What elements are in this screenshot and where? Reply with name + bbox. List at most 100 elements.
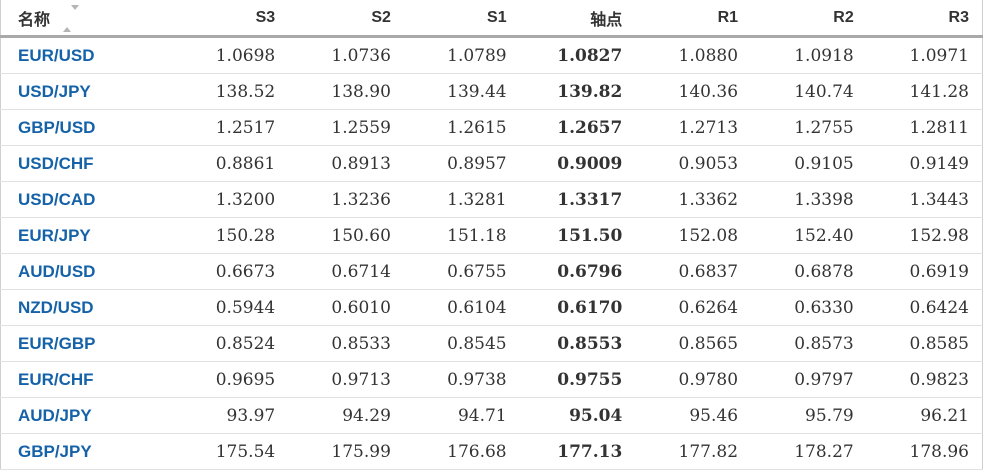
r2-value: 152.40 bbox=[751, 217, 867, 254]
pivot-value: 0.6796 bbox=[519, 253, 636, 290]
r3-value: 1.0971 bbox=[866, 36, 983, 74]
pivot-value: 0.6170 bbox=[519, 289, 636, 326]
r2-value: 1.0918 bbox=[751, 36, 867, 74]
s1-value: 0.9738 bbox=[403, 361, 520, 398]
s1-value: 0.6755 bbox=[403, 253, 520, 290]
pivot-value: 139.82 bbox=[519, 73, 636, 110]
s1-value: 0.8957 bbox=[403, 145, 520, 182]
pair-link[interactable]: AUD/USD bbox=[0, 253, 173, 290]
s1-value: 0.8545 bbox=[403, 325, 520, 362]
pair-link[interactable]: AUD/JPY bbox=[0, 397, 173, 434]
table-row: AUD/USD 0.6673 0.6714 0.6755 0.6796 0.6837 0.6… bbox=[0, 253, 983, 290]
s2-value: 1.2559 bbox=[288, 109, 404, 146]
column-header-s2[interactable]: S2 bbox=[288, 0, 404, 38]
r1-value: 1.0880 bbox=[635, 36, 752, 74]
s3-value: 175.54 bbox=[172, 433, 289, 470]
r1-value: 0.6837 bbox=[635, 253, 752, 290]
s1-value: 1.2615 bbox=[403, 109, 520, 146]
r3-value: 96.21 bbox=[866, 397, 983, 434]
pair-link[interactable]: USD/CAD bbox=[0, 181, 173, 218]
column-header-name-label: 名称 bbox=[18, 11, 51, 29]
r2-value: 1.2755 bbox=[751, 109, 867, 146]
pair-link[interactable]: EUR/JPY bbox=[0, 217, 173, 254]
column-header-pivot[interactable]: 轴点 bbox=[519, 0, 636, 38]
s3-value: 0.5944 bbox=[172, 289, 289, 326]
pair-link[interactable]: EUR/GBP bbox=[0, 325, 173, 362]
pivot-value: 95.04 bbox=[519, 397, 636, 434]
s1-value: 176.68 bbox=[403, 433, 520, 470]
column-header-r1[interactable]: R1 bbox=[635, 0, 752, 38]
pair-link[interactable]: EUR/CHF bbox=[0, 361, 173, 398]
table-row: USD/CAD 1.3200 1.3236 1.3281 1.3317 1.3362 1.3… bbox=[0, 181, 983, 218]
table-row: EUR/GBP 0.8524 0.8533 0.8545 0.8553 0.8565 0.8… bbox=[0, 325, 983, 362]
r2-value: 178.27 bbox=[751, 433, 867, 470]
pair-link[interactable]: USD/JPY bbox=[0, 73, 173, 110]
table-row: USD/JPY 138.52 138.90 139.44 139.82 140.36 140… bbox=[0, 73, 983, 110]
r3-value: 141.28 bbox=[866, 73, 983, 110]
s3-value: 0.9695 bbox=[172, 361, 289, 398]
s1-value: 0.6104 bbox=[403, 289, 520, 326]
pair-link[interactable]: NZD/USD bbox=[0, 289, 173, 326]
r2-value: 1.3398 bbox=[751, 181, 867, 218]
column-header-s3[interactable]: S3 bbox=[172, 0, 289, 38]
r1-value: 152.08 bbox=[635, 217, 752, 254]
table-row: GBP/USD 1.2517 1.2559 1.2615 1.2657 1.2713 1.2… bbox=[0, 109, 983, 146]
r3-value: 152.98 bbox=[866, 217, 983, 254]
s1-value: 94.71 bbox=[403, 397, 520, 434]
r1-value: 1.2713 bbox=[635, 109, 752, 146]
s1-value: 151.18 bbox=[403, 217, 520, 254]
r3-value: 0.8585 bbox=[866, 325, 983, 362]
pivot-value: 177.13 bbox=[519, 433, 636, 470]
column-header-r3[interactable]: R3 bbox=[866, 0, 983, 38]
sort-down-arrow-icon bbox=[71, 4, 80, 27]
s1-value: 1.3281 bbox=[403, 181, 520, 218]
pair-link[interactable]: GBP/JPY bbox=[0, 433, 173, 470]
s3-value: 150.28 bbox=[172, 217, 289, 254]
table-row: GBP/JPY 175.54 175.99 176.68 177.13 177.82 178… bbox=[0, 433, 983, 470]
r2-value: 0.6330 bbox=[751, 289, 867, 326]
r1-value: 0.6264 bbox=[635, 289, 752, 326]
r3-value: 1.3443 bbox=[866, 181, 983, 218]
r3-value: 0.9823 bbox=[866, 361, 983, 398]
r1-value: 177.82 bbox=[635, 433, 752, 470]
s2-value: 138.90 bbox=[288, 73, 404, 110]
s2-value: 0.6010 bbox=[288, 289, 404, 326]
s3-value: 93.97 bbox=[172, 397, 289, 434]
table-row: AUD/JPY 93.97 94.29 94.71 95.04 95.46 95.79 96.… bbox=[0, 397, 983, 434]
s2-value: 0.8533 bbox=[288, 325, 404, 362]
s3-value: 1.3200 bbox=[172, 181, 289, 218]
s3-value: 0.8861 bbox=[172, 145, 289, 182]
pair-link[interactable]: GBP/USD bbox=[0, 109, 173, 146]
r1-value: 0.9053 bbox=[635, 145, 752, 182]
table-row: EUR/CHF 0.9695 0.9713 0.9738 0.9755 0.9780 0.9… bbox=[0, 361, 983, 398]
s2-value: 94.29 bbox=[288, 397, 404, 434]
r2-value: 95.79 bbox=[751, 397, 867, 434]
s2-value: 0.6714 bbox=[288, 253, 404, 290]
table-row: EUR/JPY 150.28 150.60 151.18 151.50 152.08 152… bbox=[0, 217, 983, 254]
pair-link[interactable]: EUR/USD bbox=[0, 36, 173, 74]
pivot-value: 1.2657 bbox=[519, 109, 636, 146]
s3-value: 0.8524 bbox=[172, 325, 289, 362]
column-header-s1[interactable]: S1 bbox=[403, 0, 520, 38]
s2-value: 1.0736 bbox=[288, 36, 404, 74]
r3-value: 0.6919 bbox=[866, 253, 983, 290]
r1-value: 0.9780 bbox=[635, 361, 752, 398]
r3-value: 1.2811 bbox=[866, 109, 983, 146]
r1-value: 1.3362 bbox=[635, 181, 752, 218]
r2-value: 0.9797 bbox=[751, 361, 867, 398]
s2-value: 0.8913 bbox=[288, 145, 404, 182]
column-header-name[interactable]: 名称 bbox=[0, 0, 173, 38]
s2-value: 0.9713 bbox=[288, 361, 404, 398]
s1-value: 139.44 bbox=[403, 73, 520, 110]
r1-value: 140.36 bbox=[635, 73, 752, 110]
sort-up-down-icon[interactable] bbox=[63, 4, 80, 32]
pivot-value: 1.3317 bbox=[519, 181, 636, 218]
r1-value: 95.46 bbox=[635, 397, 752, 434]
column-header-r2[interactable]: R2 bbox=[751, 0, 867, 38]
pair-link[interactable]: USD/CHF bbox=[0, 145, 173, 182]
table-row: EUR/USD 1.0698 1.0736 1.0789 1.0827 1.0880 1.0… bbox=[0, 36, 983, 74]
r1-value: 0.8565 bbox=[635, 325, 752, 362]
r2-value: 0.6878 bbox=[751, 253, 867, 290]
